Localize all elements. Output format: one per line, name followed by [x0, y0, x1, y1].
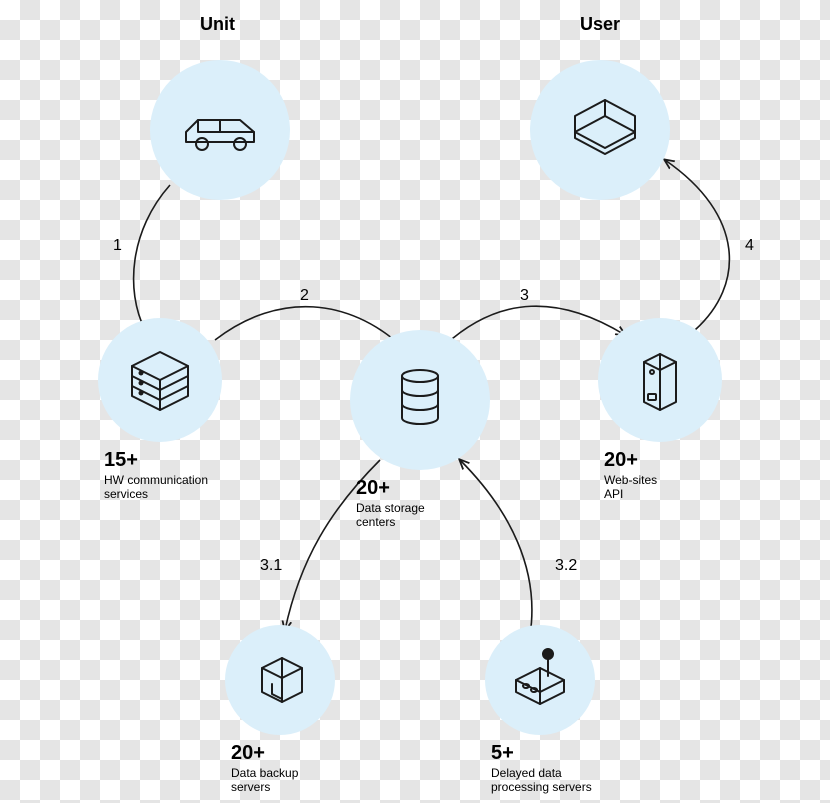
node-backup-desc2: servers [231, 780, 270, 794]
nodes-layer: 15+HW communicationservices 20+Data stor… [98, 60, 722, 794]
node-backup: 20+ Data backupservers [225, 625, 335, 794]
header-unit: Unit [200, 14, 235, 34]
node-unit [150, 60, 290, 200]
node-delayed-count: 5+ [491, 742, 514, 764]
node-hw-count: 15+ [104, 449, 138, 471]
node-hw: 15+ HW communicationservices [98, 318, 222, 501]
node-circle [350, 330, 490, 470]
edge-e2 [215, 307, 400, 345]
node-delayed: 5+ Delayed dataprocessing servers [485, 625, 595, 794]
node-storage-count: 20+ [356, 477, 390, 499]
edge-e31-label: 3.1 [260, 557, 282, 574]
edge-e3-label: 3 [520, 287, 529, 304]
node-web-count: 20+ [604, 449, 638, 471]
edge-e4 [665, 160, 729, 330]
node-storage-desc1: Data storage [356, 501, 425, 515]
edge-e1 [134, 185, 170, 330]
node-web: 20+ Web-sitesAPI [598, 318, 722, 501]
header-user: User [580, 14, 620, 34]
node-delayed-desc2: processing servers [491, 780, 592, 794]
node-storage: 20+ Data storagecenters [350, 330, 490, 529]
node-circle [530, 60, 670, 200]
node-web-desc2: API [604, 487, 623, 501]
node-web-desc1: Web-sites [604, 473, 657, 487]
node-circle [225, 625, 335, 735]
diagram-stage: Unit User 1 2 3 4 3.1 3.2 15+ HW communication… [0, 0, 830, 803]
node-user [530, 60, 670, 200]
edge-e1-label: 1 [113, 237, 122, 254]
edge-e3 [445, 306, 625, 345]
edge-e32 [460, 460, 532, 635]
node-delayed-desc1: Delayed data [491, 766, 562, 780]
node-backup-desc1: Data backup [231, 766, 299, 780]
edge-e4-label: 4 [745, 237, 754, 254]
node-storage-desc2: centers [356, 515, 395, 529]
node-backup-count: 20+ [231, 742, 265, 764]
node-hw-desc1: HW communication [104, 473, 208, 487]
diagram-svg: Unit User 1 2 3 4 3.1 3.2 15+ HW communication… [0, 0, 830, 803]
edge-e2-label: 2 [300, 287, 309, 304]
edge-e32-label: 3.2 [555, 557, 577, 574]
node-hw-desc2: services [104, 487, 148, 501]
